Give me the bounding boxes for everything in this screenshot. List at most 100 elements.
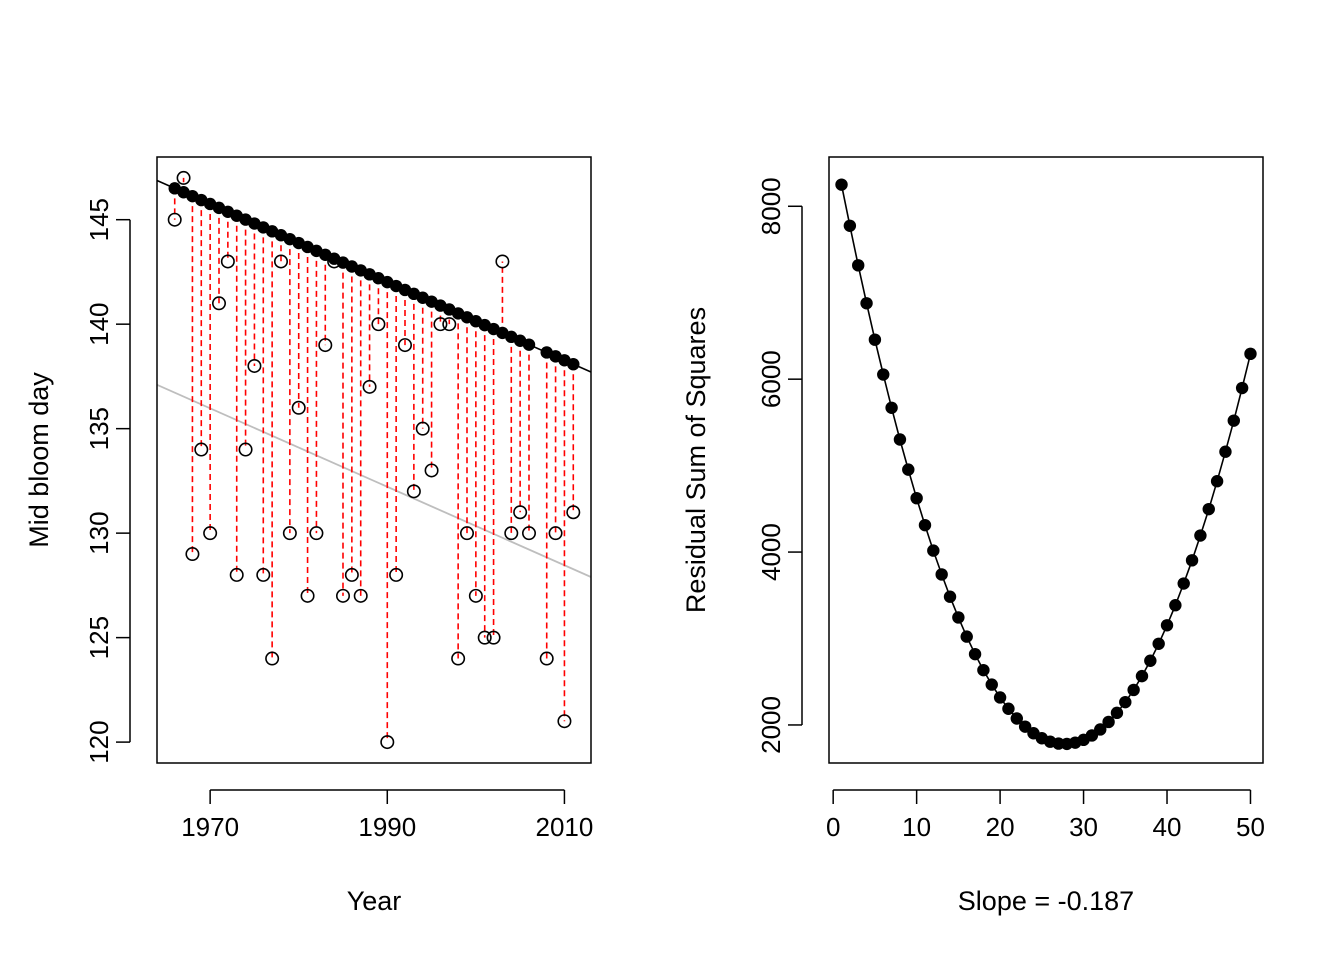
x-tick-label: 2010 <box>536 812 594 842</box>
rss-point <box>960 630 973 643</box>
rss-point <box>1219 445 1232 458</box>
x-tick-label: 40 <box>1153 812 1182 842</box>
rss-point <box>952 611 965 624</box>
y-tick-label: 135 <box>84 407 114 450</box>
right-y-axis: 2000 4000 6000 8000 <box>756 177 803 754</box>
residual-segments-layer <box>173 177 575 743</box>
rss-point <box>843 219 857 232</box>
y-tick-label: 4000 <box>756 523 786 581</box>
observed-point <box>212 296 227 311</box>
rss-point <box>1135 669 1149 683</box>
rss-point <box>835 178 848 191</box>
rss-point <box>868 333 882 346</box>
observed-point <box>247 358 262 373</box>
observed-point <box>380 735 395 750</box>
observed-point <box>548 526 563 541</box>
observed-point <box>521 526 536 541</box>
rss-point <box>943 590 957 603</box>
right-x-axis: 0 10 20 30 40 50 <box>826 789 1265 842</box>
observed-point <box>185 547 200 562</box>
observed-point <box>406 484 421 499</box>
observed-point <box>397 338 412 353</box>
rss-point <box>893 433 907 446</box>
observed-point <box>451 651 466 666</box>
rss-point <box>1227 414 1240 427</box>
x-tick-label: 0 <box>826 812 840 842</box>
fitted-point <box>567 357 580 371</box>
rss-point <box>885 401 898 414</box>
right-plot-box <box>828 156 1264 764</box>
y-tick-label: 130 <box>84 511 114 554</box>
observed-point <box>265 651 280 666</box>
left-y-axis: 120 125 130 135 140 145 <box>84 198 131 764</box>
rss-points-layer <box>835 178 1257 751</box>
rss-curve-layer <box>840 184 1252 745</box>
reference-line <box>157 383 591 578</box>
observed-point <box>495 254 510 269</box>
rss-point <box>918 518 932 532</box>
rss-point <box>902 463 915 476</box>
rss-point <box>1010 712 1023 725</box>
rss-point <box>1177 577 1190 590</box>
observed-point <box>273 254 288 269</box>
rss-point <box>985 678 998 691</box>
rss-point <box>1185 554 1199 567</box>
observed-point <box>282 526 297 541</box>
observed-point <box>468 588 483 603</box>
rss-point <box>1102 715 1115 729</box>
rss-point <box>1202 502 1215 516</box>
observed-point <box>424 463 439 478</box>
observed-point <box>477 630 492 645</box>
observed-point <box>566 505 581 520</box>
y-tick-label: 2000 <box>756 696 786 754</box>
rss-point <box>1002 702 1015 715</box>
rss-point <box>968 647 982 661</box>
observed-point <box>459 526 474 541</box>
observed-point <box>176 170 191 185</box>
rss-point <box>935 568 948 581</box>
rss-point <box>852 259 865 272</box>
rss-point <box>1210 475 1224 488</box>
right-y-axis-title: Residual Sum of Squares <box>681 307 711 613</box>
rss-curve <box>840 184 1252 745</box>
rss-point <box>993 691 1007 704</box>
left-x-axis: 1970 1990 2010 <box>181 789 594 842</box>
x-tick-label: 10 <box>902 812 931 842</box>
y-tick-label: 8000 <box>756 177 786 235</box>
observed-point <box>353 588 368 603</box>
rss-point <box>1152 637 1165 650</box>
left-y-axis-title: Mid bloom day <box>24 372 54 548</box>
observed-point <box>486 630 501 645</box>
rss-point <box>977 663 990 677</box>
rss-point <box>910 491 923 505</box>
right-x-axis-title: Slope = -0.187 <box>958 886 1134 916</box>
rss-point <box>927 544 940 557</box>
observed-point <box>220 254 235 269</box>
observed-point <box>362 379 377 394</box>
x-tick-label: 30 <box>1069 812 1098 842</box>
y-tick-label: 125 <box>84 616 114 659</box>
rss-point <box>1160 619 1174 632</box>
observed-point <box>229 567 244 582</box>
rss-point <box>1144 654 1157 667</box>
rss-point <box>1110 706 1124 720</box>
x-tick-label: 1990 <box>358 812 416 842</box>
observed-point <box>344 567 359 582</box>
observed-point <box>371 317 386 332</box>
observed-point <box>415 421 430 436</box>
rss-point <box>1244 347 1257 361</box>
observed-point <box>167 212 182 227</box>
observed-point <box>238 442 253 457</box>
observed-point <box>291 400 306 415</box>
x-tick-label: 20 <box>986 812 1015 842</box>
observed-point <box>318 338 333 353</box>
rss-point <box>1119 695 1132 709</box>
reference-line-layer <box>157 383 591 578</box>
observed-point <box>194 442 209 457</box>
left-plot-panel: 1970 1990 2010 120 125 130 135 140 145 Year Mid… <box>24 156 594 916</box>
observed-point <box>256 567 271 582</box>
rss-point <box>1169 598 1182 612</box>
rss-point <box>1018 720 1032 733</box>
rss-point <box>1235 381 1249 395</box>
left-plot-box <box>156 156 592 764</box>
